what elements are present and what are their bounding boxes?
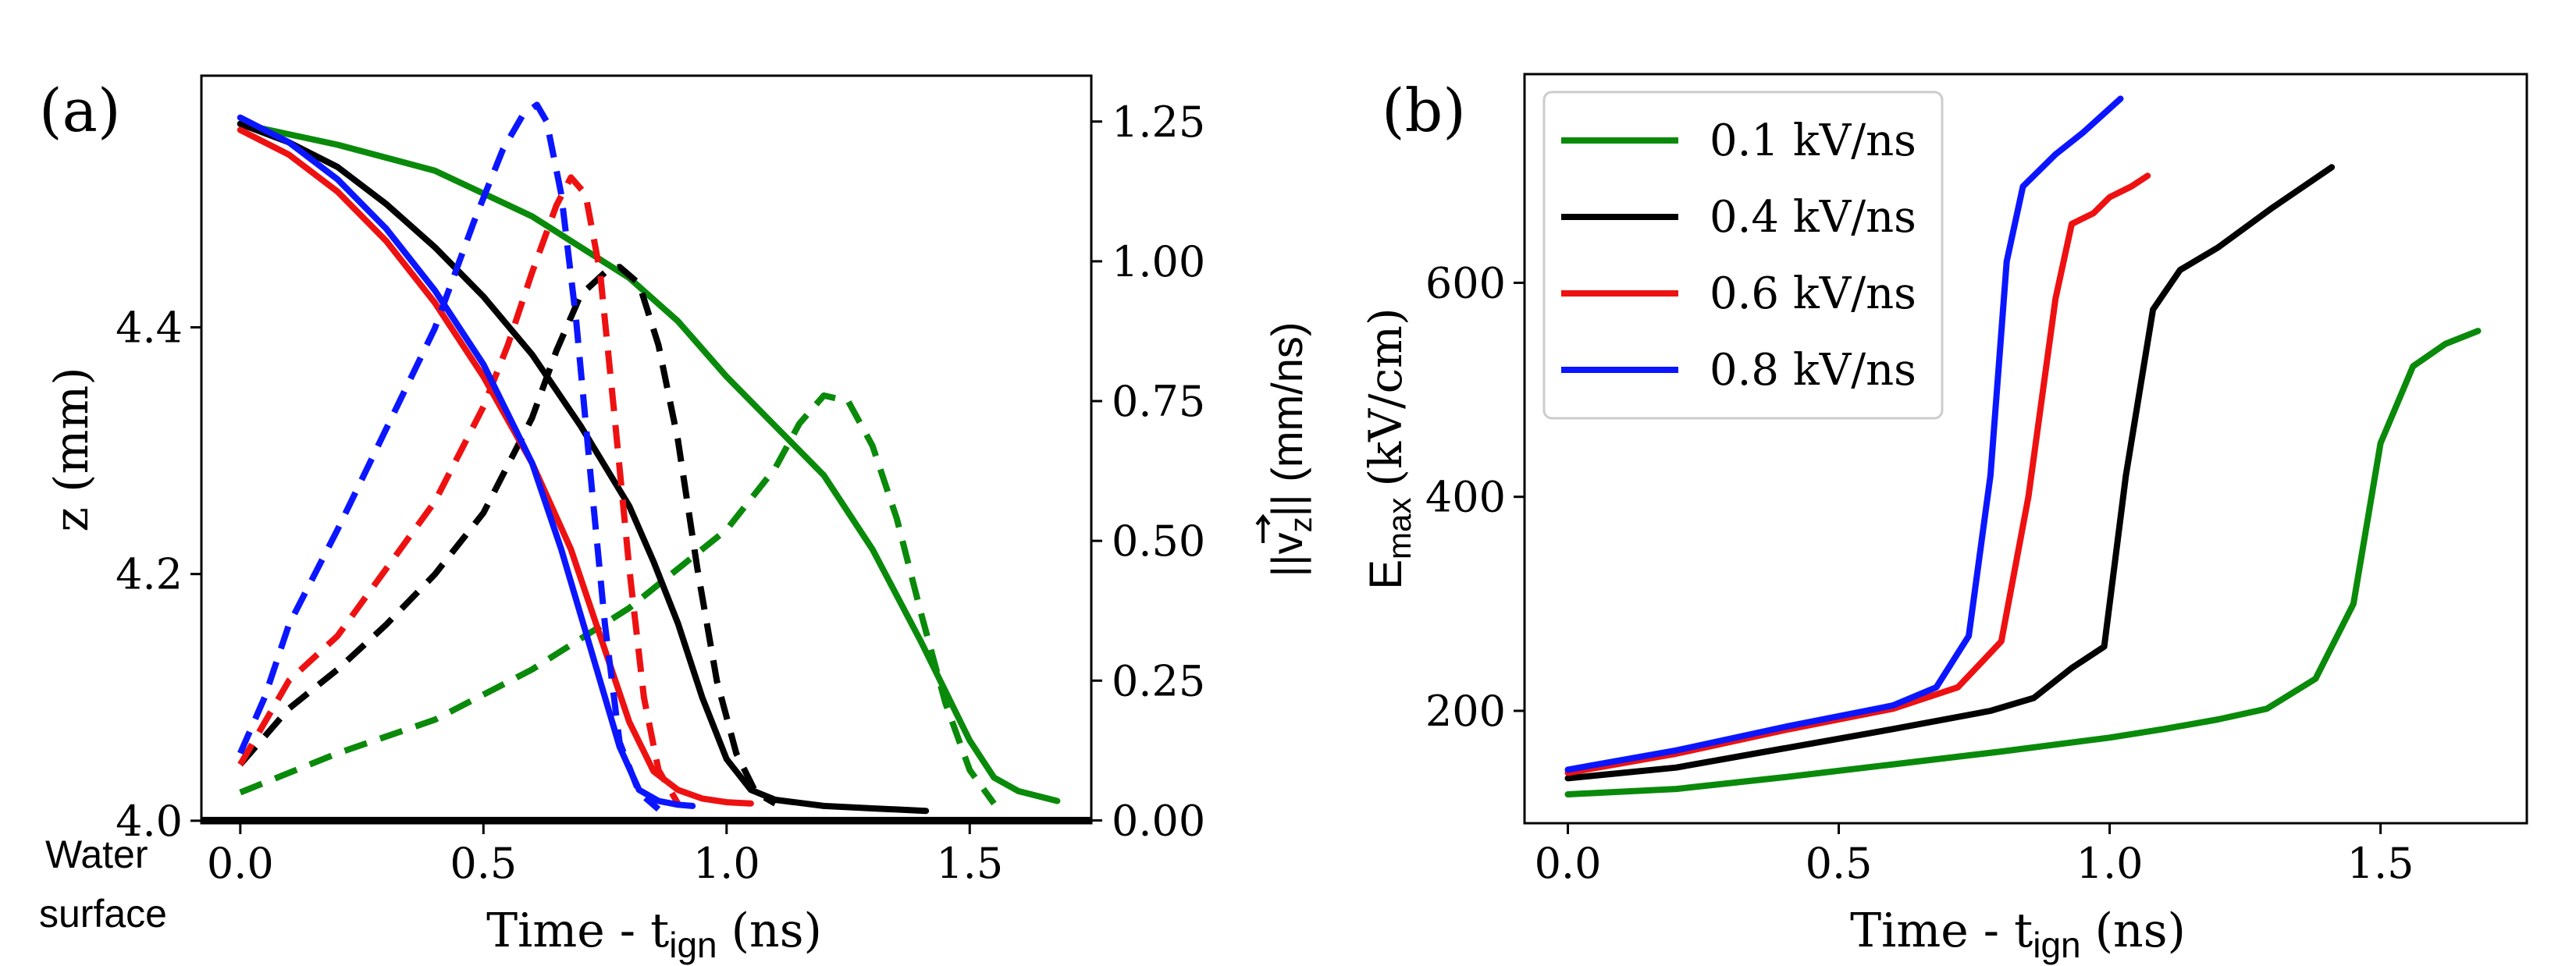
panel-b-frame (1523, 73, 2528, 825)
panel-a-y2tick-label: 0.50 (1112, 517, 1205, 566)
panel-a: 0.0 0.5 1.0 1.5 4.0 4.2 4.4 0.00 0.25 0.50 0.75 1.0… (44, 74, 1318, 965)
panel-a-xtick-label: 0.5 (450, 839, 517, 888)
panel-a-ylabel: z (mm) (44, 367, 99, 531)
panel-b-legend-box (1542, 91, 1944, 420)
panel-b-series-0-4-kv-ns (1564, 164, 2336, 782)
panel-a-series-0-1-kv-ns-position (237, 120, 1061, 804)
panel-a-series-0-4-kv-ns-position (237, 120, 930, 815)
panel-b-legend: 0.1 kV/ns 0.4 kV/ns 0.6 kV/ns 0.8 kV/ns (1542, 91, 1944, 420)
panel-b-legend-label: 0.8 kV/ns (1710, 345, 1916, 396)
panel-a-xlabel-sub: ign (669, 925, 717, 965)
panel-a-series-0-8-kv-ns-position (237, 114, 696, 809)
panel-a-series-0-6-kv-ns-velocity (237, 174, 681, 805)
panel-a-y2tick-label: 0.25 (1112, 656, 1205, 705)
panel-b-xtick-label: 1.0 (2076, 839, 2144, 888)
panel-a-y2label-sub: z (1284, 517, 1318, 532)
panel-b-ytick-label: 400 (1425, 473, 1506, 522)
panel-b-ylabel-sub: max (1381, 498, 1418, 559)
vector-arrow-head (1255, 513, 1271, 526)
panel-b-xtick-label: 1.5 (2347, 839, 2414, 888)
panel-b: 0.0 0.5 1.0 1.5 200 400 600 Time - tign (ns) Emax… (1359, 73, 2528, 965)
vector-arrow-icon (1255, 513, 1271, 543)
panel-a-y2label: ||vz|| (mm/ns) (1262, 321, 1318, 577)
panel-b-ylabel-unit: (kV/cm) (1359, 307, 1412, 486)
panel-a-y2label-v: v (1262, 532, 1311, 554)
water-surface-label-line1: Water (45, 833, 148, 876)
panel-b-ytick-label: 600 (1425, 258, 1506, 307)
panel-b-xlabel-sub: ign (2033, 925, 2080, 965)
panel-b-series-0-1-kv-ns (1564, 328, 2482, 797)
panel-a-ytick-label: 4.2 (116, 550, 183, 599)
panel-a-series-0-6-kv-ns-position (237, 126, 754, 807)
panel-b-series-0-8-kv-ns (1564, 95, 2124, 773)
panel-b-ylabel-main: E (1361, 559, 1411, 590)
panel-a-xlabel: Time - tign (ns) (486, 904, 822, 965)
panel-a-ytick-label: 4.4 (116, 303, 183, 352)
panel-a-xtick-label: 1.0 (693, 839, 760, 888)
panel-b-plot-area (1564, 95, 2482, 797)
panel-a-series-0-8-kv-ns-velocity (237, 101, 661, 812)
panel-a-y2tick-label: 0.75 (1112, 377, 1205, 426)
panel-a-series-0-4-kv-ns-velocity (237, 264, 777, 807)
panel-b-xtick-label: 0.5 (1806, 839, 1873, 888)
panel-a-label: (a) (39, 76, 121, 145)
panel-a-series-0-1-kv-ns-velocity (239, 392, 997, 806)
panel-b-legend-label: 0.4 kV/ns (1710, 192, 1916, 243)
panel-a-y2tick-label: 0.00 (1112, 796, 1205, 845)
panel-b-legend-label: 0.6 kV/ns (1710, 268, 1916, 319)
panel-a-plot-area (201, 101, 1091, 823)
panel-b-xtick-label: 0.0 (1535, 839, 1602, 888)
panel-a-xtick-label: 1.5 (936, 839, 1003, 888)
panel-a-frame (200, 74, 1093, 825)
panel-a-y2label-bars: || (1262, 554, 1311, 577)
water-surface-label-line2: surface (39, 892, 167, 936)
panel-a-y2tick-label: 1.00 (1112, 237, 1205, 286)
panel-b-label: (b) (1382, 76, 1466, 145)
panel-a-xtick-label: 0.0 (207, 839, 274, 888)
panel-a-y2label-rest: || (mm/ns) (1262, 321, 1311, 517)
panel-b-legend-label: 0.1 kV/ns (1710, 115, 1916, 166)
panel-b-series-0-6-kv-ns (1564, 172, 2151, 776)
panel-a-xlabel-main: Time - t (486, 904, 669, 958)
panel-b-xlabel-main: Time - t (1850, 904, 2033, 958)
panel-b-ytick-label: 200 (1425, 687, 1506, 736)
panel-b-ylabel: Emax (kV/cm) (1359, 307, 1418, 589)
panel-b-xlabel: Time - tign (ns) (1850, 904, 2186, 965)
panel-b-xlabel-unit: (ns) (2095, 904, 2186, 958)
panel-a-ytick-label: 4.0 (116, 797, 183, 846)
panel-a-y2tick-label: 1.25 (1112, 98, 1205, 147)
panel-a-xlabel-unit: (ns) (731, 904, 822, 958)
